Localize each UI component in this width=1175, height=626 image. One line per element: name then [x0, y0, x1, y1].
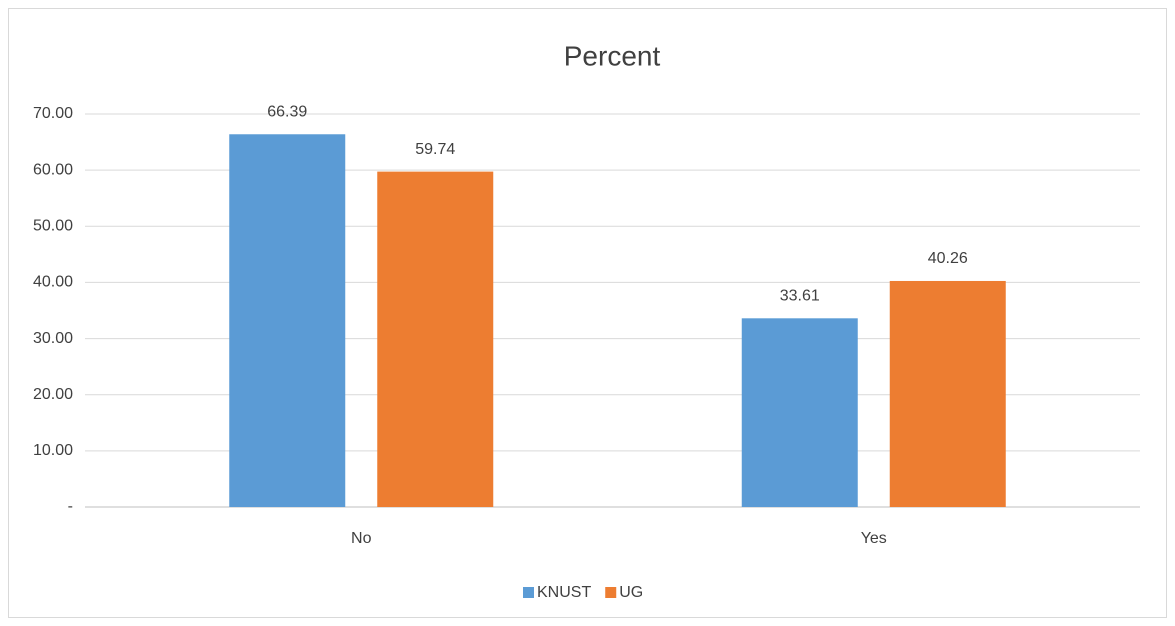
data-label: 66.39 [267, 103, 307, 120]
chart-title: Percent [564, 40, 661, 71]
legend-label: KNUST [537, 584, 591, 601]
y-tick-label: 30.00 [33, 330, 73, 347]
y-tick-label: 60.00 [33, 161, 73, 178]
legend-swatch [523, 587, 534, 598]
bar [889, 280, 1006, 507]
y-tick-label: 10.00 [33, 442, 73, 459]
data-label: 59.74 [415, 141, 455, 158]
legend-swatch [605, 587, 617, 598]
y-tick-label: 70.00 [33, 105, 73, 122]
x-tick-label: No [351, 530, 372, 547]
bar [377, 171, 494, 507]
legend-label: UG [619, 584, 643, 601]
bar [741, 318, 858, 507]
data-label: 40.26 [928, 250, 968, 267]
y-tick-label: 20.00 [33, 386, 73, 403]
x-tick-label: Yes [861, 530, 887, 547]
y-tick-label: 50.00 [33, 218, 73, 235]
data-label: 33.61 [780, 288, 820, 305]
bar [229, 134, 346, 507]
y-tick-label: 40.00 [33, 274, 73, 291]
y-tick-label: - [68, 498, 73, 515]
